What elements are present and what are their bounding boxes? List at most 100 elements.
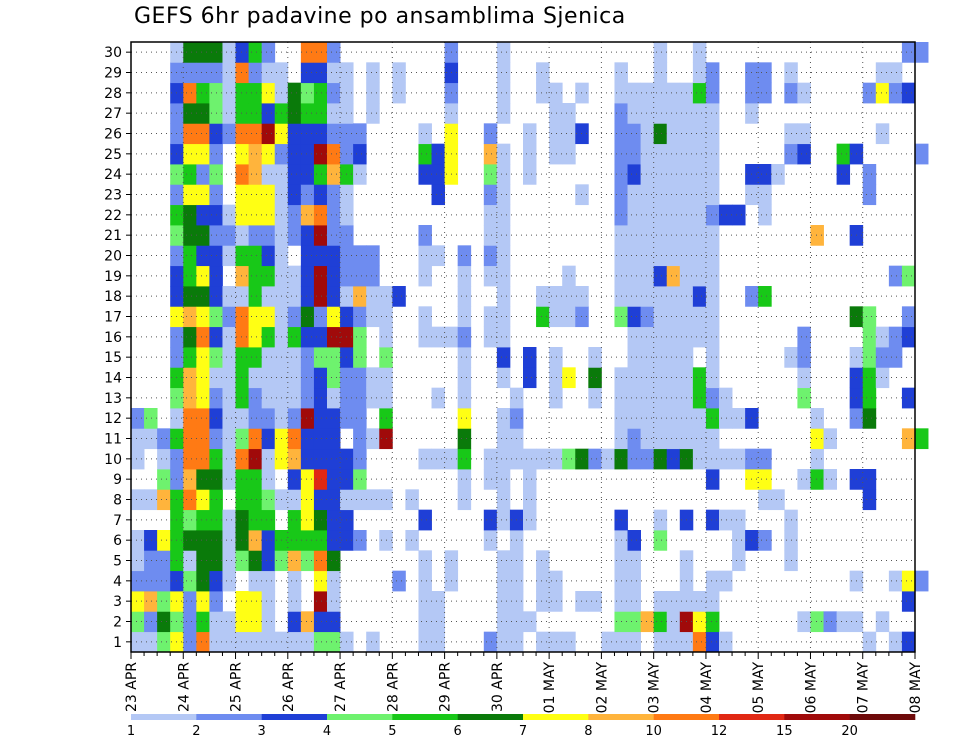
heatmap-cell (496, 448, 511, 470)
heatmap-cell (901, 591, 916, 612)
heatmap-cell (692, 286, 707, 307)
heatmap-cell (536, 62, 550, 84)
heatmap-cell (235, 164, 249, 185)
heatmap-cell (261, 164, 276, 185)
heatmap-cell (588, 448, 602, 470)
heatmap-cell (300, 326, 315, 348)
heatmap-cell (536, 570, 550, 592)
heatmap-cell (353, 143, 367, 165)
x-tick-label: 30 APR (490, 662, 506, 712)
heatmap-cell (222, 326, 236, 348)
heatmap-cell (353, 245, 367, 267)
heatmap-cell (261, 509, 276, 531)
heatmap-cell (261, 448, 276, 470)
heatmap-cell (523, 123, 537, 145)
heatmap-cell (888, 82, 903, 104)
colorbar-label: 5 (388, 724, 396, 739)
heatmap-cell (483, 530, 498, 551)
heatmap-cell (183, 408, 197, 429)
heatmap-cell (562, 367, 576, 389)
heatmap-cell (653, 123, 668, 145)
heatmap-cell (692, 408, 707, 429)
heatmap-cell (287, 489, 302, 511)
heatmap-cell (627, 570, 641, 592)
heatmap-cell (327, 143, 341, 165)
heatmap-cell (692, 367, 707, 389)
heatmap-cell (692, 245, 707, 267)
heatmap-cell (144, 591, 158, 612)
heatmap-cell (353, 408, 367, 429)
heatmap-cell (313, 62, 328, 84)
y-tick-label: 22 (104, 208, 122, 224)
heatmap-cell (353, 265, 367, 287)
heatmap-cell (418, 245, 432, 267)
heatmap-cell (601, 631, 615, 653)
heatmap-cell (261, 123, 276, 145)
heatmap-cell (418, 265, 432, 287)
heatmap-cell (705, 591, 720, 612)
heatmap-cell (640, 143, 655, 165)
heatmap-cell (183, 265, 197, 287)
heatmap-cell (418, 225, 432, 246)
heatmap-cell (719, 631, 733, 653)
heatmap-cell (549, 286, 563, 307)
heatmap-cell (719, 509, 733, 531)
heatmap-cell (705, 469, 720, 490)
heatmap-cell (287, 143, 302, 165)
heatmap-cell (666, 82, 681, 104)
heatmap-cell (261, 387, 276, 409)
heatmap-cell (327, 326, 341, 348)
heatmap-cell (431, 326, 445, 348)
heatmap-cell (523, 489, 537, 511)
heatmap-cell (248, 408, 263, 429)
heatmap-cell (183, 469, 197, 490)
heatmap-cell (248, 530, 263, 551)
heatmap-cell (549, 82, 563, 104)
heatmap-cell (692, 123, 707, 145)
heatmap-cell (287, 123, 302, 145)
heatmap-cell (536, 286, 550, 307)
x-tick-label: 08 MAY (908, 662, 924, 714)
heatmap-cell (313, 530, 328, 551)
heatmap-cell (888, 265, 903, 287)
heatmap-cell (640, 428, 655, 450)
heatmap-cell (627, 530, 641, 551)
heatmap-cell (562, 448, 576, 470)
colorbar-swatch (653, 714, 720, 720)
heatmap-cell (131, 550, 145, 572)
heatmap-cell (627, 408, 641, 429)
heatmap-cell (457, 387, 472, 409)
heatmap-cell (810, 448, 824, 470)
heatmap-cell (392, 570, 406, 592)
heatmap-cell (235, 225, 249, 246)
heatmap-cell (640, 408, 655, 429)
heatmap-cell (915, 428, 929, 450)
heatmap-cell (144, 408, 158, 429)
colorbar-label: 6 (454, 724, 462, 739)
heatmap-cell (862, 387, 877, 409)
y-tick-label: 3 (113, 594, 122, 610)
x-tick-label: 27 APR (333, 662, 349, 712)
heatmap-cell (313, 225, 328, 246)
heatmap-cell (901, 387, 916, 409)
y-tick-label: 11 (104, 432, 122, 448)
heatmap-cell (157, 631, 171, 653)
heatmap-cell (248, 286, 263, 307)
heatmap-cell (640, 245, 655, 267)
heatmap-cell (705, 123, 720, 145)
heatmap-cell (457, 347, 472, 368)
heatmap-cell (705, 245, 720, 267)
heatmap-cell (313, 326, 328, 348)
heatmap-cell (196, 265, 210, 287)
heatmap-cell (692, 62, 707, 84)
heatmap-cell (431, 448, 445, 470)
y-tick-label: 2 (113, 615, 122, 631)
heatmap-cell (196, 408, 210, 429)
colorbar-swatch (327, 714, 393, 720)
colorbar-swatch (784, 714, 850, 720)
heatmap-cell (196, 42, 210, 63)
heatmap-cell (144, 631, 158, 653)
heatmap-cell (705, 428, 720, 450)
heatmap-cell (313, 408, 328, 429)
heatmap-cell (810, 428, 824, 450)
